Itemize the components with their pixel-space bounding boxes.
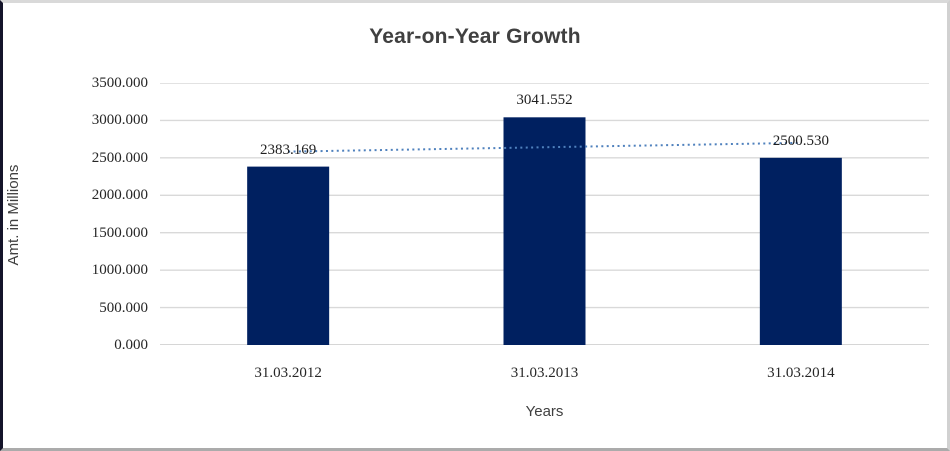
bar — [759, 157, 842, 345]
y-tick-label: 3000.000 — [91, 112, 148, 129]
bar-data-label: 3041.552 — [516, 92, 573, 109]
y-tick-label: 1000.000 — [91, 262, 148, 279]
chart-title: Year-on-Year Growth — [369, 25, 581, 48]
x-axis-title: Years — [525, 403, 564, 420]
bar-data-label: 2383.169 — [260, 141, 317, 158]
x-tick-label: 31.03.2013 — [510, 365, 579, 381]
y-tick-label: 2500.000 — [91, 149, 148, 166]
y-tick-label: 3500.000 — [91, 75, 148, 91]
y-tick-label: 2000.000 — [91, 187, 148, 204]
x-tick-label: 31.03.2014 — [767, 365, 835, 381]
bar — [503, 117, 586, 345]
bar — [247, 166, 330, 345]
trendline — [288, 141, 801, 153]
y-tick-label: 0.000 — [114, 337, 148, 353]
plot-area — [160, 83, 929, 345]
bar-data-label: 2500.530 — [772, 132, 829, 149]
x-tick-label: 31.03.2012 — [254, 365, 322, 381]
y-tick-label: 500.000 — [99, 299, 148, 316]
y-tick-label: 1500.000 — [91, 224, 148, 241]
